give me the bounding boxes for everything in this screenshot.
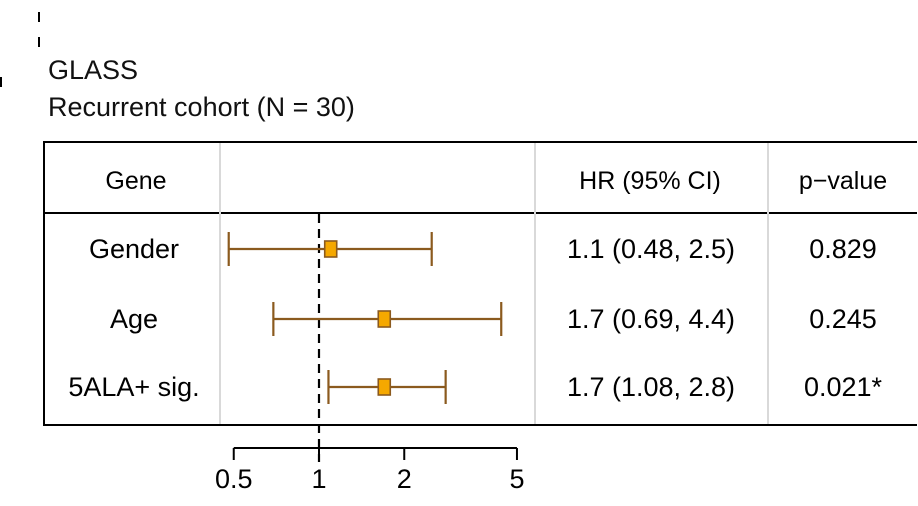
row-hr-label: 1.7 (0.69, 4.4) [567,304,735,334]
chart-subtitle: Recurrent cohort (N = 30) [48,92,355,122]
header-pvalue: p−value [799,167,887,195]
row-hr-label: 1.1 (0.48, 2.5) [567,234,735,264]
forest-row: Age 1.7 (0.69, 4.4) 0.245 [110,302,877,336]
x-tick-label: 5 [509,464,524,494]
x-tick-label: 2 [397,464,412,494]
header-hr: HR (95% CI) [579,167,721,195]
header-gene: Gene [105,167,166,195]
row-gene-label: Age [110,304,158,334]
header-background [44,142,916,214]
row-hr-label: 1.7 (1.08, 2.8) [567,372,735,402]
row-pvalue-label: 0.021* [804,372,883,402]
x-tick-label: 0.5 [215,464,253,494]
forest-row: Gender 1.1 (0.48, 2.5) 0.829 [89,232,877,266]
x-tick-label: 1 [311,464,326,494]
row-pvalue-label: 0.829 [809,234,877,264]
chart-title: GLASS [48,55,139,85]
corner-tick-mark [38,12,40,22]
corner-tick-mark [0,77,2,87]
forest-row: 5ALA+ sig. 1.7 (1.08, 2.8) 0.021* [68,370,883,404]
row-gene-label: Gender [89,234,179,264]
hr-point [377,310,392,328]
hr-point [323,240,338,258]
row-gene-label: 5ALA+ sig. [68,372,199,402]
corner-tick-mark [38,37,40,47]
row-pvalue-label: 0.245 [809,304,877,334]
hr-point [377,378,392,396]
